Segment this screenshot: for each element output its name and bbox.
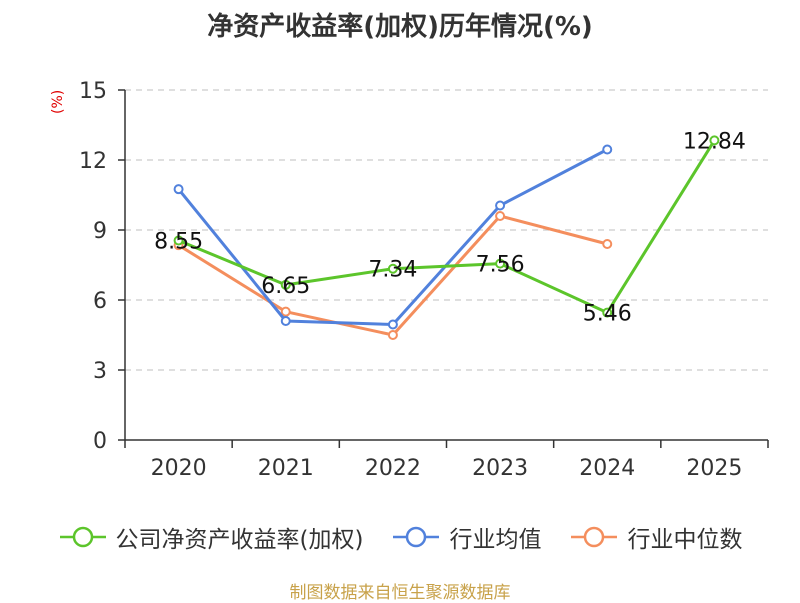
y-tick-label: 6 bbox=[93, 289, 107, 314]
data-label: 7.34 bbox=[368, 258, 417, 283]
axes: 0 3 6 9 12 15 2020 2021 2022 2023 2024 2025 bbox=[79, 79, 769, 481]
data-label: 6.65 bbox=[261, 274, 310, 299]
data-point bbox=[602, 307, 613, 318]
data-point bbox=[387, 319, 398, 330]
data-point bbox=[280, 279, 291, 290]
data-point bbox=[709, 135, 720, 146]
data-point bbox=[280, 316, 291, 326]
data-label: 5.46 bbox=[583, 302, 632, 327]
legend: 公司净资产收益率(加权) 行业均值 行业中位数 bbox=[0, 520, 800, 554]
legend-item[interactable]: 行业均值 bbox=[391, 520, 541, 554]
legend-marker-icon bbox=[393, 526, 440, 548]
data-label: 12.84 bbox=[683, 129, 746, 154]
data-point bbox=[173, 184, 184, 195]
y-tick-label: 15 bbox=[79, 79, 107, 104]
data-point bbox=[173, 235, 184, 246]
chart-title: 净资产收益率(加权)历年情况(%) bbox=[207, 12, 593, 42]
legend-item[interactable]: 行业中位数 bbox=[569, 520, 742, 554]
series-line bbox=[177, 148, 608, 326]
y-tick-label: 9 bbox=[93, 219, 107, 244]
x-tick-label: 2021 bbox=[258, 456, 314, 481]
legend-item[interactable]: 公司净资产收益率(加权) bbox=[58, 520, 364, 554]
data-point bbox=[495, 211, 506, 221]
legend-label: 行业均值 bbox=[449, 527, 542, 553]
data-point bbox=[495, 200, 506, 211]
series-line bbox=[178, 139, 716, 315]
grid-lines bbox=[125, 89, 768, 371]
legend-marker-icon bbox=[571, 526, 618, 548]
data-point bbox=[387, 263, 398, 274]
x-tick-label: 2023 bbox=[472, 456, 528, 481]
x-tick-label: 2020 bbox=[151, 456, 207, 481]
x-tick-label: 2022 bbox=[365, 456, 421, 481]
data-point bbox=[280, 306, 291, 317]
data-point bbox=[495, 258, 506, 269]
data-labels: 8.55 6.65 7.34 7.56 5.46 12.84 bbox=[154, 129, 746, 326]
legend-label: 行业中位数 bbox=[627, 527, 743, 553]
data-label: 7.56 bbox=[476, 253, 525, 278]
y-tick-label: 12 bbox=[79, 149, 107, 174]
series-lines bbox=[173, 135, 720, 340]
legend-marker-icon bbox=[59, 526, 106, 548]
data-point bbox=[387, 330, 398, 340]
y-tick-label: 3 bbox=[93, 359, 107, 384]
data-label: 8.55 bbox=[154, 230, 203, 255]
y-tick-label: 0 bbox=[93, 429, 107, 454]
data-point bbox=[602, 239, 613, 249]
x-tick-label: 2025 bbox=[686, 456, 742, 481]
data-point bbox=[602, 144, 613, 155]
legend-label: 公司净资产收益率(加权) bbox=[115, 527, 364, 553]
x-tick-label: 2024 bbox=[579, 456, 635, 481]
source-note: 制图数据来自恒生聚源数据库 bbox=[289, 583, 511, 603]
